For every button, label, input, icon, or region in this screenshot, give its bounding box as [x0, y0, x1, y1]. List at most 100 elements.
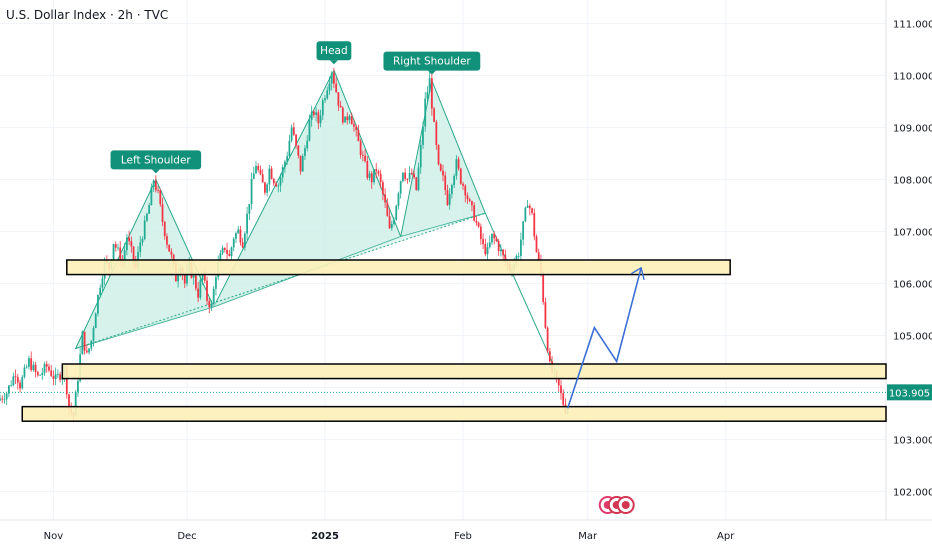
- candle-body: [422, 126, 424, 145]
- candles: [0, 67, 569, 423]
- candle-body: [477, 222, 480, 227]
- candle-body: [537, 252, 540, 260]
- candle-body: [261, 174, 264, 183]
- y-tick-label: 103.000: [893, 435, 932, 446]
- candle-body: [130, 241, 133, 247]
- candle-body: [197, 288, 200, 298]
- candle-body: [424, 98, 427, 127]
- zone-2[interactable]: [61, 363, 887, 380]
- candle-body: [473, 205, 476, 221]
- candle-body: [442, 170, 444, 176]
- candle-body: [410, 172, 413, 175]
- candle-body: [154, 180, 157, 191]
- candle-body: [377, 171, 380, 174]
- candle-body: [186, 271, 188, 284]
- candle-body: [239, 229, 242, 243]
- x-axis[interactable]: Nov Dec 2025 Feb Mar Apr: [44, 531, 736, 542]
- candle-body: [520, 239, 522, 256]
- candle-body: [393, 219, 395, 224]
- candle-body: [48, 366, 50, 371]
- candle-body: [183, 274, 186, 284]
- candle-body: [462, 183, 464, 186]
- candle-body: [353, 124, 355, 127]
- y-tick-label: 107.000: [893, 227, 932, 238]
- projection-line[interactable]: [566, 267, 642, 409]
- candle-body: [321, 100, 324, 116]
- candle-body: [408, 172, 411, 180]
- zone-1[interactable]: [66, 259, 731, 276]
- candle-body: [99, 287, 102, 295]
- candle-body: [199, 280, 202, 298]
- price-badge-label: 103.905: [889, 388, 930, 399]
- candle-body: [548, 351, 551, 362]
- y-tick-label: 109.000: [893, 123, 932, 134]
- candle-body: [457, 159, 460, 169]
- candle-body: [210, 304, 213, 308]
- candle-body: [499, 249, 502, 252]
- candle-body: [330, 73, 333, 84]
- candle-body: [5, 393, 8, 400]
- candle-body: [364, 155, 366, 162]
- candle-body: [344, 116, 346, 123]
- candle-body: [542, 272, 545, 303]
- candle-body: [560, 385, 562, 394]
- candle-body: [346, 116, 349, 121]
- candle-body: [484, 243, 487, 255]
- neckline-area: [75, 213, 486, 349]
- chart-title: U.S. Dollar Index · 2h · TVC: [6, 8, 169, 22]
- candle-body: [428, 78, 431, 93]
- candle-body: [125, 237, 128, 251]
- candle-body: [101, 278, 104, 288]
- candle-body: [397, 193, 400, 206]
- candle-body: [23, 367, 26, 377]
- candle-body: [471, 201, 473, 206]
- candle-body: [255, 165, 257, 174]
- y-tick-label: 102.000: [893, 487, 932, 498]
- label-text: Head: [320, 45, 347, 57]
- candle-body: [235, 233, 237, 239]
- candle-body: [544, 302, 547, 328]
- current-price-badge: 103.905: [887, 384, 932, 401]
- candle-body: [85, 350, 88, 353]
- candle-body: [41, 372, 44, 375]
- candle-body: [290, 127, 293, 141]
- candle-body: [141, 239, 144, 243]
- candle-body: [446, 190, 449, 205]
- candle-body: [277, 185, 280, 187]
- candle-body: [381, 182, 384, 195]
- candle-body: [241, 242, 244, 248]
- candle-body: [163, 221, 166, 237]
- candle-body: [43, 363, 46, 373]
- economic-events-icon[interactable]: [598, 496, 635, 514]
- candle-body: [32, 364, 35, 371]
- candle-body: [475, 220, 478, 223]
- candle-body: [194, 275, 197, 289]
- candle-body: [366, 161, 369, 178]
- candle-body: [562, 393, 565, 405]
- y-tick-label: 111.000: [893, 19, 932, 30]
- candle-body: [459, 168, 462, 184]
- label-pointer: [427, 70, 436, 75]
- projection-arrowhead: [630, 266, 645, 280]
- candle-body: [246, 213, 249, 234]
- candle-body: [295, 134, 297, 146]
- zone-3[interactable]: [21, 405, 887, 422]
- candle-body: [56, 374, 59, 375]
- candle-body: [21, 376, 24, 389]
- candle-body: [315, 112, 318, 115]
- candle-body: [139, 242, 142, 252]
- candle-body: [370, 173, 373, 183]
- candle-body: [208, 300, 211, 308]
- candle-body: [219, 253, 222, 263]
- candle-body: [522, 221, 525, 240]
- label-pointer: [329, 60, 338, 65]
- y-axis[interactable]: 111.000 110.000 109.000 108.000 107.000 106.0…: [893, 19, 932, 498]
- support-resistance-zones[interactable]: [21, 259, 887, 422]
- projection-path[interactable]: [566, 266, 645, 409]
- candle-body: [486, 247, 489, 255]
- candle-body: [406, 178, 409, 180]
- candle-body: [215, 277, 217, 289]
- candle-body: [453, 175, 456, 186]
- candle-body: [399, 181, 402, 194]
